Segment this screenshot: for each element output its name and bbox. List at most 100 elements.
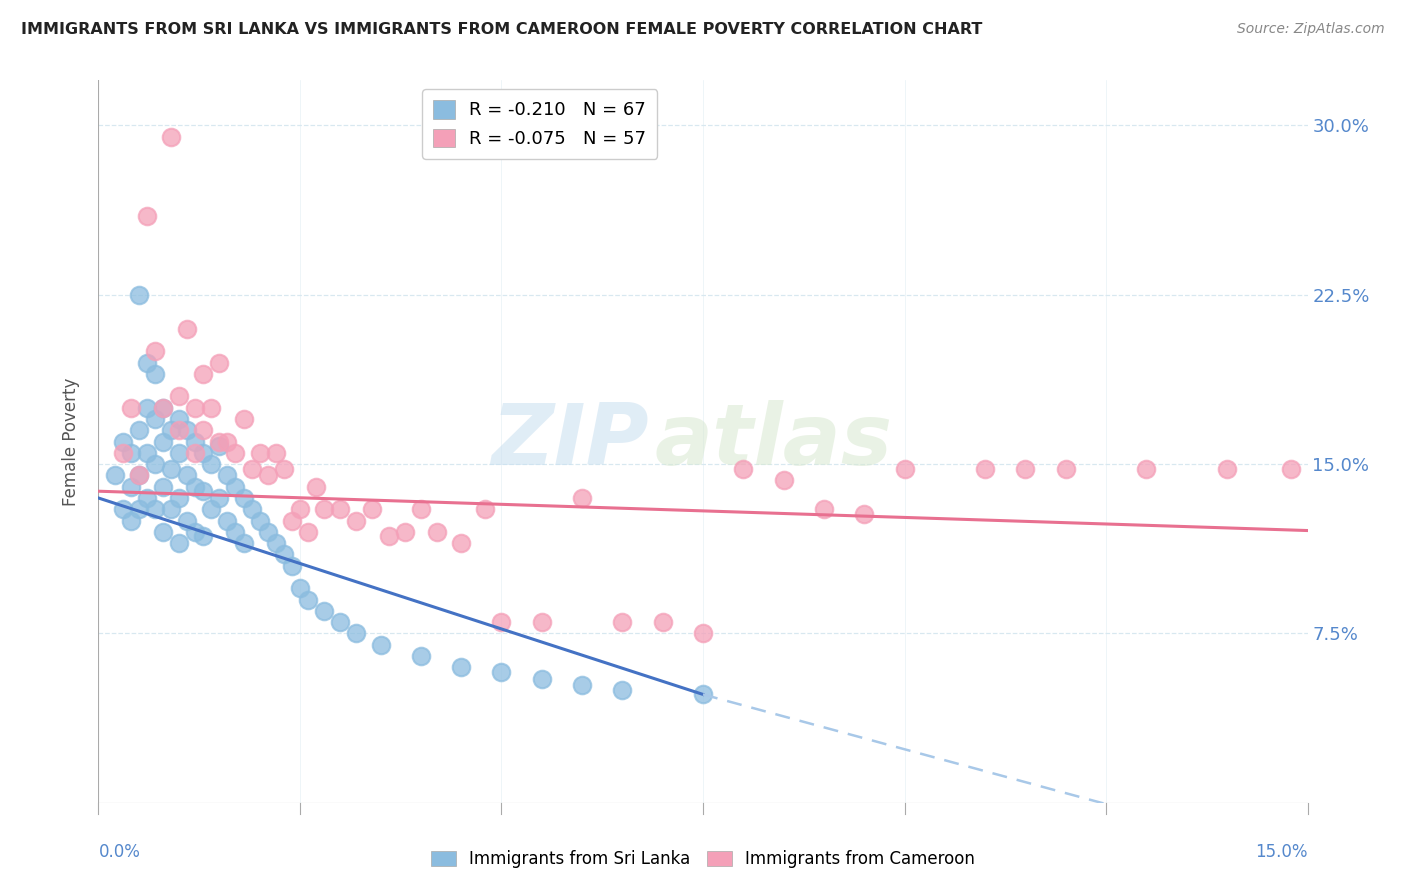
Point [193, 529, 215, 543]
Point [200, 401, 222, 415]
Point [893, 461, 915, 475]
Text: 0.0%: 0.0% [98, 844, 141, 862]
Point [224, 524, 246, 539]
Point [193, 484, 215, 499]
Point [143, 412, 166, 426]
Point [264, 446, 287, 460]
Point [612, 682, 634, 697]
Point [217, 514, 239, 528]
Point [612, 615, 634, 630]
Point [128, 468, 150, 483]
Point [120, 401, 142, 415]
Point [256, 524, 278, 539]
Point [297, 524, 319, 539]
Point [370, 638, 392, 652]
Point [176, 514, 198, 528]
Point [167, 423, 190, 437]
Point [450, 536, 472, 550]
Point [281, 558, 304, 573]
Point [208, 491, 231, 505]
Point [184, 401, 207, 415]
Point [193, 423, 215, 437]
Point [314, 604, 336, 618]
Point [409, 648, 432, 663]
Point [208, 434, 231, 449]
Point [143, 502, 166, 516]
Point [143, 457, 166, 471]
Point [232, 412, 254, 426]
Point [377, 529, 399, 543]
Point [692, 626, 714, 640]
Point [128, 502, 150, 516]
Point [305, 480, 328, 494]
Point [273, 548, 295, 562]
Text: IMMIGRANTS FROM SRI LANKA VS IMMIGRANTS FROM CAMEROON FEMALE POVERTY CORRELATION: IMMIGRANTS FROM SRI LANKA VS IMMIGRANTS … [21, 22, 983, 37]
Point [193, 367, 215, 381]
Point [974, 461, 997, 475]
Point [200, 457, 222, 471]
Point [135, 355, 157, 369]
Point [160, 461, 183, 475]
Point [111, 502, 134, 516]
Legend: R = -0.210   N = 67, R = -0.075   N = 57: R = -0.210 N = 67, R = -0.075 N = 57 [422, 89, 657, 159]
Point [281, 514, 304, 528]
Point [853, 507, 876, 521]
Point [329, 615, 352, 630]
Point [208, 439, 231, 453]
Point [288, 502, 311, 516]
Point [176, 423, 198, 437]
Point [152, 480, 174, 494]
Point [128, 468, 150, 483]
Point [329, 502, 352, 516]
Text: Source: ZipAtlas.com: Source: ZipAtlas.com [1237, 22, 1385, 37]
Point [160, 502, 183, 516]
Point [120, 480, 142, 494]
Point [240, 461, 263, 475]
Point [152, 434, 174, 449]
Point [143, 367, 166, 381]
Text: atlas: atlas [655, 400, 893, 483]
Point [167, 491, 190, 505]
Point [692, 687, 714, 701]
Point [128, 287, 150, 301]
Point [208, 355, 231, 369]
Point [152, 401, 174, 415]
Point [135, 491, 157, 505]
Point [288, 582, 311, 596]
Point [184, 434, 207, 449]
Point [184, 480, 207, 494]
Text: ZIP: ZIP [491, 400, 648, 483]
Point [217, 434, 239, 449]
Text: 15.0%: 15.0% [1256, 844, 1308, 862]
Point [143, 344, 166, 359]
Point [232, 536, 254, 550]
Point [1014, 461, 1036, 475]
Point [193, 446, 215, 460]
Point [450, 660, 472, 674]
Point [491, 665, 513, 679]
Point [152, 524, 174, 539]
Point [160, 129, 183, 144]
Point [733, 461, 755, 475]
Point [1054, 461, 1077, 475]
Point [128, 423, 150, 437]
Point [224, 480, 246, 494]
Point [1312, 461, 1334, 475]
Point [1216, 461, 1239, 475]
Point [111, 446, 134, 460]
Point [249, 446, 271, 460]
Point [120, 446, 142, 460]
Point [167, 536, 190, 550]
Point [217, 468, 239, 483]
Point [120, 514, 142, 528]
Point [344, 626, 367, 640]
Point [167, 389, 190, 403]
Point [426, 524, 449, 539]
Point [264, 536, 287, 550]
Point [152, 401, 174, 415]
Point [135, 209, 157, 223]
Point [530, 615, 553, 630]
Point [256, 468, 278, 483]
Point [111, 434, 134, 449]
Point [167, 446, 190, 460]
